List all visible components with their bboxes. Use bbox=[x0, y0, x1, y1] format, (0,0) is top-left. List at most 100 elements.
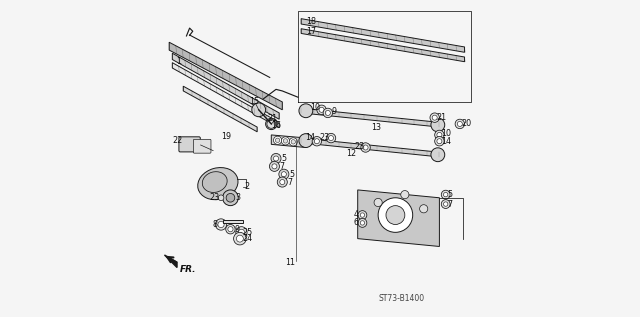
Circle shape bbox=[282, 172, 286, 177]
Circle shape bbox=[266, 118, 277, 130]
Circle shape bbox=[326, 133, 336, 143]
Circle shape bbox=[444, 192, 448, 197]
Text: ST73-B1400: ST73-B1400 bbox=[379, 294, 425, 303]
Polygon shape bbox=[301, 19, 465, 52]
FancyBboxPatch shape bbox=[179, 137, 200, 152]
Text: 20: 20 bbox=[461, 120, 471, 128]
Polygon shape bbox=[164, 255, 177, 268]
Circle shape bbox=[431, 118, 445, 132]
Text: 23: 23 bbox=[354, 142, 364, 151]
Polygon shape bbox=[301, 108, 440, 127]
Text: 9: 9 bbox=[234, 225, 239, 234]
Text: 23: 23 bbox=[319, 133, 330, 142]
Circle shape bbox=[282, 137, 289, 145]
Circle shape bbox=[317, 105, 326, 114]
Circle shape bbox=[323, 108, 333, 118]
Circle shape bbox=[284, 139, 287, 143]
Text: 12: 12 bbox=[346, 149, 356, 158]
Circle shape bbox=[437, 133, 442, 138]
Circle shape bbox=[236, 235, 243, 242]
Text: 21: 21 bbox=[268, 114, 278, 123]
Circle shape bbox=[273, 136, 282, 144]
Circle shape bbox=[272, 164, 277, 169]
Text: 19: 19 bbox=[221, 132, 231, 141]
Circle shape bbox=[216, 219, 227, 230]
Circle shape bbox=[252, 103, 266, 117]
Circle shape bbox=[218, 195, 224, 201]
Circle shape bbox=[378, 198, 413, 232]
Circle shape bbox=[325, 110, 330, 115]
Circle shape bbox=[223, 190, 238, 206]
Text: 5: 5 bbox=[448, 190, 453, 199]
Polygon shape bbox=[172, 63, 279, 128]
Text: 10: 10 bbox=[441, 129, 451, 139]
Text: 13: 13 bbox=[372, 123, 381, 132]
Text: 7: 7 bbox=[448, 200, 453, 209]
Circle shape bbox=[358, 211, 367, 219]
Text: 25: 25 bbox=[243, 228, 253, 237]
Circle shape bbox=[228, 227, 233, 232]
Circle shape bbox=[361, 143, 371, 152]
Polygon shape bbox=[169, 42, 282, 110]
Circle shape bbox=[267, 120, 276, 128]
Circle shape bbox=[238, 229, 244, 236]
Circle shape bbox=[444, 202, 448, 206]
Polygon shape bbox=[172, 53, 279, 119]
Text: 4: 4 bbox=[354, 210, 358, 219]
Text: 8: 8 bbox=[212, 220, 217, 229]
Polygon shape bbox=[271, 135, 307, 147]
Text: 16: 16 bbox=[271, 121, 281, 130]
Circle shape bbox=[314, 139, 319, 144]
Circle shape bbox=[360, 213, 365, 217]
Circle shape bbox=[277, 177, 287, 187]
Circle shape bbox=[432, 115, 437, 120]
Circle shape bbox=[291, 140, 296, 144]
Text: 9: 9 bbox=[332, 107, 337, 116]
Text: 24: 24 bbox=[242, 234, 252, 243]
Circle shape bbox=[236, 227, 247, 238]
Circle shape bbox=[437, 139, 442, 144]
Circle shape bbox=[271, 153, 281, 164]
Circle shape bbox=[358, 218, 367, 227]
Circle shape bbox=[386, 206, 405, 224]
Circle shape bbox=[312, 137, 321, 146]
FancyBboxPatch shape bbox=[193, 139, 211, 153]
Circle shape bbox=[275, 138, 280, 142]
Circle shape bbox=[430, 113, 440, 122]
Text: 7: 7 bbox=[287, 178, 292, 187]
Text: 17: 17 bbox=[306, 27, 316, 36]
Circle shape bbox=[273, 156, 278, 161]
Text: 2: 2 bbox=[244, 182, 250, 191]
Polygon shape bbox=[183, 86, 257, 132]
Text: 11: 11 bbox=[285, 258, 295, 267]
Circle shape bbox=[442, 200, 450, 209]
Text: 6: 6 bbox=[354, 218, 358, 227]
Circle shape bbox=[279, 169, 289, 179]
Circle shape bbox=[328, 136, 333, 140]
Text: 22: 22 bbox=[172, 136, 182, 145]
Circle shape bbox=[420, 205, 428, 213]
Polygon shape bbox=[301, 138, 440, 157]
Circle shape bbox=[360, 221, 365, 225]
Circle shape bbox=[435, 130, 444, 140]
Circle shape bbox=[289, 138, 298, 146]
Circle shape bbox=[269, 161, 280, 171]
Circle shape bbox=[455, 119, 465, 129]
Text: 5: 5 bbox=[282, 154, 287, 163]
Text: 1: 1 bbox=[176, 57, 181, 66]
Text: 21: 21 bbox=[437, 113, 447, 121]
Circle shape bbox=[218, 221, 224, 228]
Circle shape bbox=[431, 148, 445, 162]
Circle shape bbox=[280, 179, 285, 184]
Text: 14: 14 bbox=[305, 133, 316, 142]
Text: 14: 14 bbox=[441, 137, 451, 146]
Circle shape bbox=[401, 191, 409, 199]
Polygon shape bbox=[358, 190, 440, 247]
Text: 15: 15 bbox=[249, 97, 259, 107]
Circle shape bbox=[226, 224, 235, 234]
Circle shape bbox=[442, 190, 450, 199]
Polygon shape bbox=[223, 220, 243, 223]
Circle shape bbox=[234, 232, 246, 245]
Circle shape bbox=[458, 121, 462, 126]
Circle shape bbox=[226, 193, 235, 202]
